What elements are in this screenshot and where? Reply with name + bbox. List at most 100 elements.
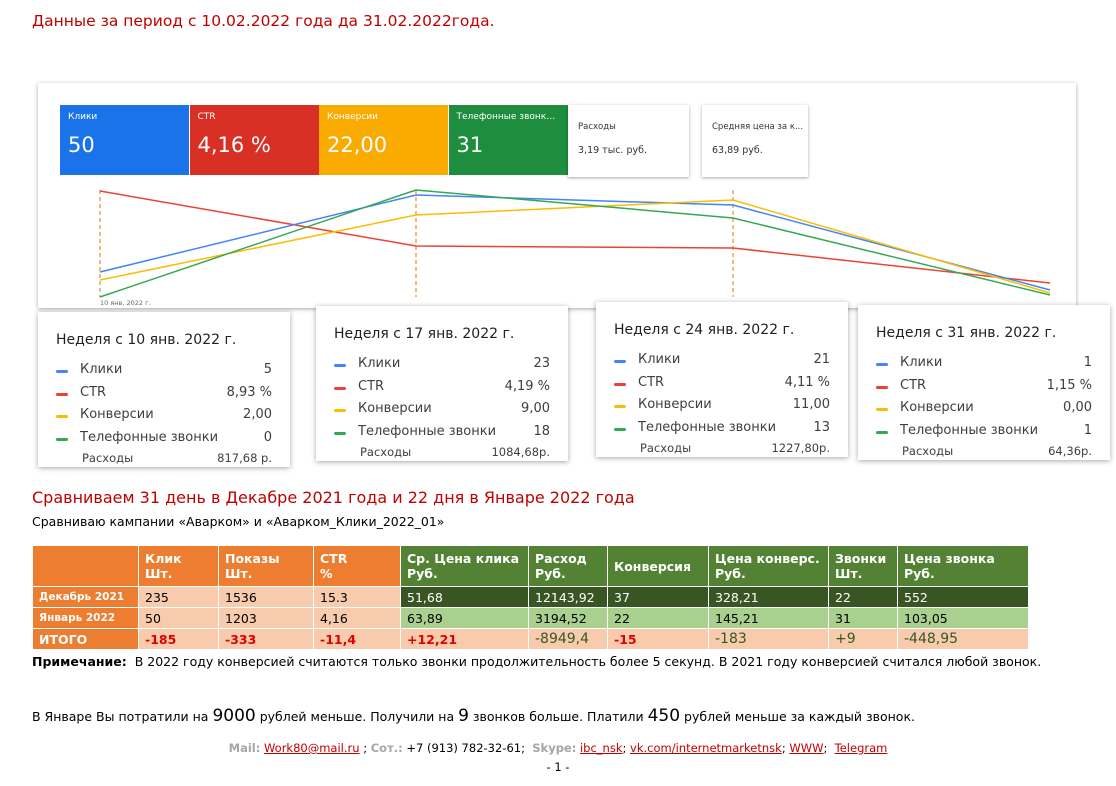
- header-line: CTR: [320, 551, 348, 566]
- conversions-line: [99, 199, 1051, 294]
- header-line: Ср. Цена клика: [407, 551, 520, 566]
- series-swatch: [56, 437, 68, 441]
- table-cell: 1536: [218, 586, 314, 608]
- tooltip-row: Конверсии 2,00: [56, 407, 272, 427]
- header-cell: Ср. Цена клика Руб.: [400, 545, 529, 587]
- series-value: 8,93 %: [226, 384, 272, 400]
- summary-text: звонков больше. Платили: [468, 709, 648, 724]
- skype-label: Skype:: [532, 741, 577, 755]
- ctr-line: [99, 190, 1051, 284]
- note-label: Примечание:: [32, 654, 127, 669]
- metric-label: CTR: [197, 112, 216, 122]
- table-cell: 15.3: [313, 586, 401, 608]
- separator: ;: [622, 741, 627, 755]
- header-line: Руб.: [535, 566, 566, 581]
- series-value: 2,00: [243, 407, 272, 422]
- card-value: 63,89 руб.: [712, 145, 763, 156]
- summary-text: В Январе Вы потратили на: [32, 709, 213, 724]
- series-name: CTR: [80, 384, 107, 400]
- tooltip-row: Конверсии 9,00: [334, 401, 550, 421]
- expense-value: 1084,68р.: [491, 445, 550, 459]
- table-cell: 63,89: [400, 607, 529, 629]
- skype-link[interactable]: ibc_nsk: [579, 741, 623, 755]
- tooltip-row: Конверсии 11,00: [614, 397, 830, 417]
- phone: +7 (913) 782-32-61;: [406, 741, 525, 755]
- clicks-line: [99, 194, 1051, 291]
- table-cell: -448,95: [897, 628, 1029, 650]
- tooltip-row: Телефонные звонки 1: [876, 423, 1092, 443]
- mail-label: Mail:: [228, 741, 261, 755]
- series-name: Телефонные звонки: [900, 422, 1039, 438]
- header-cell: Цена конверс. Руб.: [708, 545, 829, 587]
- table-cell: Январь 2022: [32, 607, 139, 629]
- header-cell: Конверсия: [607, 545, 709, 587]
- metric-label: Конверсии: [327, 112, 378, 122]
- series-name: Конверсии: [358, 401, 432, 416]
- tooltip: Неделя с 10 янв. 2022 г. Клики 5 CTR 8,93 % К…: [38, 312, 290, 467]
- series-value: 11,00: [792, 397, 830, 412]
- expense-label: Расходы: [82, 451, 134, 465]
- table-cell: +9: [828, 628, 898, 650]
- tooltip-title: Неделя с 17 янв. 2022 г.: [334, 326, 515, 342]
- metric-value: 22,00: [327, 133, 388, 157]
- series-swatch: [614, 382, 626, 386]
- table-row: Январь 2022 50 1203 4,16 63,89 3194,52 22 145,2…: [32, 607, 1029, 629]
- tooltip-row: Конверсии 0,00: [876, 400, 1092, 420]
- table-row: Декабрь 2021 235 1536 15.3 51,68 12143,92 37 32…: [32, 586, 1029, 608]
- series-value: 9,00: [521, 401, 550, 416]
- series-swatch: [876, 363, 888, 366]
- note-text: В 2022 году конверсией считаются только …: [134, 654, 1042, 669]
- series-name: Конверсии: [638, 397, 712, 412]
- table-cell: 51,68: [400, 586, 529, 608]
- table-cell: 4,16: [313, 607, 401, 629]
- metric-value: 31: [456, 133, 484, 157]
- footer: Mail: Work80@mail.ru ; Сот.: +7 (913) 78…: [0, 741, 1116, 755]
- www-link[interactable]: WWW: [789, 741, 824, 755]
- compare-heading: Сравниваем 31 день в Декабре 2021 года и…: [32, 488, 635, 507]
- series-name: Конверсии: [80, 407, 154, 422]
- header-line: Цена звонка: [904, 551, 995, 566]
- header-cell: Цена звонка Руб.: [897, 545, 1029, 587]
- vk-link[interactable]: vk.com/internetmarketnsk: [630, 741, 782, 755]
- table-cell: 235: [138, 586, 219, 608]
- series-name: Клики: [638, 352, 681, 367]
- metric-value: 50: [68, 133, 95, 157]
- tooltip-row: Телефонные звонки 13: [614, 420, 830, 440]
- compare-subheading: Сравниваю кампании «Аварком» и «Аварком_…: [32, 514, 445, 529]
- note: Примечание: В 2022 году конверсией счита…: [32, 651, 1042, 672]
- card-value: 3,19 тыс. руб.: [578, 145, 648, 156]
- table-cell: 22: [828, 586, 898, 608]
- header-row: Клик Шт. Показы Шт. CTR% Ср. Цена клика Руб. Ра…: [32, 545, 1029, 587]
- table-cell: 3194,52: [528, 607, 608, 629]
- tooltip: Неделя с 31 янв. 2022 г. Клики 1 CTR 1,15 % К…: [858, 305, 1110, 460]
- series-value: 0,00: [1063, 400, 1092, 415]
- telegram-link[interactable]: Telegram: [834, 741, 888, 755]
- mail-link[interactable]: Work80@mail.ru: [263, 741, 360, 755]
- week-markers: [99, 190, 734, 297]
- header-cell: [32, 545, 139, 587]
- series-name: Клики: [900, 355, 943, 370]
- tooltip-expense: Расходы 1227,80р.: [640, 441, 830, 455]
- header-line: Показы: [225, 551, 280, 566]
- table-cell: -8949,4: [528, 628, 608, 650]
- table-cell: 552: [897, 586, 1029, 608]
- tooltip-title: Неделя с 31 янв. 2022 г.: [876, 325, 1057, 341]
- separator: ;: [363, 741, 368, 755]
- series-swatch: [614, 360, 626, 363]
- expense-value: 64,36р.: [1048, 444, 1092, 458]
- header-line: Руб.: [715, 566, 746, 581]
- series-swatch: [56, 392, 68, 396]
- phone-label: Сот.:: [370, 741, 403, 755]
- expense-label: Расходы: [902, 444, 954, 458]
- series-swatch: [334, 409, 346, 412]
- tooltip-row: CTR 1,15 %: [876, 378, 1092, 398]
- tooltip-title: Неделя с 10 янв. 2022 г.: [56, 332, 237, 348]
- series-value: 21: [813, 352, 830, 367]
- header-line: Конверсия: [614, 558, 691, 574]
- expense-value: 1227,80р.: [771, 441, 830, 455]
- tooltip-row: CTR 4,11 %: [614, 375, 830, 395]
- table-cell: -333: [218, 628, 314, 650]
- summary: В Январе Вы потратили на 9000 рублей мен…: [32, 706, 915, 726]
- summary-text: рублей меньше за каждый звонок.: [680, 709, 915, 724]
